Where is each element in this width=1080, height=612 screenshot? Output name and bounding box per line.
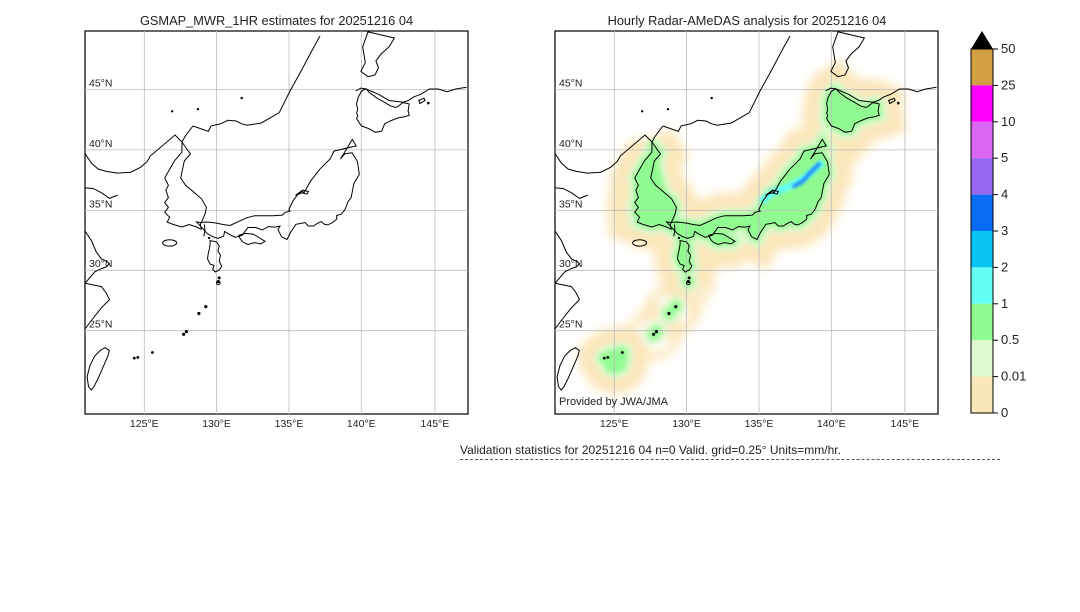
svg-text:30°N: 30°N — [89, 258, 112, 270]
svg-text:35°N: 35°N — [89, 198, 112, 210]
svg-text:0.5: 0.5 — [1001, 332, 1019, 347]
svg-text:4: 4 — [1001, 186, 1008, 201]
svg-text:25°N: 25°N — [89, 319, 112, 331]
svg-text:125°E: 125°E — [600, 418, 629, 430]
svg-text:0.01: 0.01 — [1001, 368, 1026, 383]
svg-text:140°E: 140°E — [347, 418, 376, 430]
svg-text:145°E: 145°E — [891, 418, 920, 430]
svg-text:25: 25 — [1001, 77, 1015, 92]
svg-text:45°N: 45°N — [89, 78, 112, 90]
svg-text:145°E: 145°E — [421, 418, 450, 430]
svg-text:3: 3 — [1001, 223, 1008, 238]
svg-text:45°N: 45°N — [559, 78, 582, 90]
svg-text:125°E: 125°E — [130, 418, 159, 430]
svg-text:40°N: 40°N — [89, 138, 112, 150]
svg-text:10: 10 — [1001, 113, 1015, 128]
svg-text:135°E: 135°E — [745, 418, 774, 430]
svg-text:30°N: 30°N — [559, 258, 582, 270]
svg-text:135°E: 135°E — [275, 418, 304, 430]
svg-text:140°E: 140°E — [817, 418, 846, 430]
svg-text:35°N: 35°N — [559, 198, 582, 210]
svg-text:130°E: 130°E — [672, 418, 701, 430]
svg-text:50: 50 — [1001, 41, 1015, 56]
svg-text:Provided by JWA/JMA: Provided by JWA/JMA — [559, 396, 669, 408]
svg-text:25°N: 25°N — [559, 319, 582, 331]
svg-text:130°E: 130°E — [202, 418, 231, 430]
svg-text:40°N: 40°N — [559, 138, 582, 150]
svg-text:5: 5 — [1001, 150, 1008, 165]
svg-text:0: 0 — [1001, 405, 1008, 420]
svg-text:2: 2 — [1001, 259, 1008, 274]
svg-text:1: 1 — [1001, 295, 1008, 310]
